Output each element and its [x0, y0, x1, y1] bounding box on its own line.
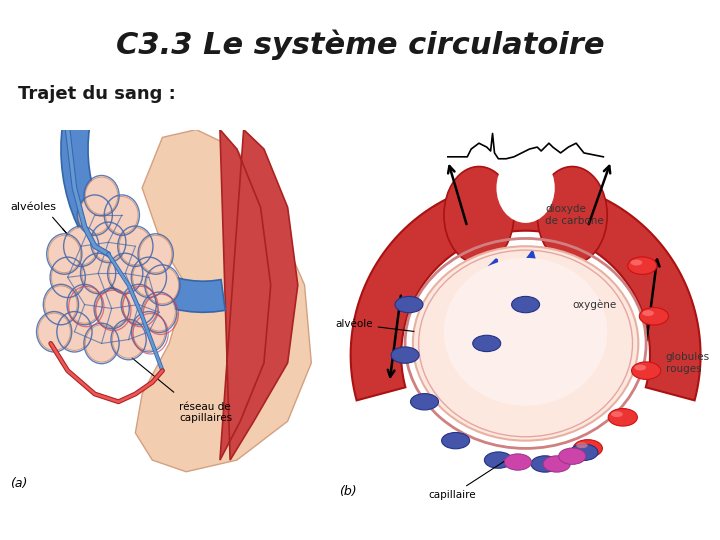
Ellipse shape [611, 411, 623, 417]
Ellipse shape [444, 258, 607, 406]
Ellipse shape [639, 307, 668, 325]
Text: C3.3 Le système circulatoire: C3.3 Le système circulatoire [116, 30, 604, 60]
Text: alvéoles: alvéoles [10, 202, 56, 212]
Circle shape [146, 266, 179, 304]
Text: dioxyde
de carbone: dioxyde de carbone [545, 204, 604, 226]
Ellipse shape [413, 246, 639, 441]
Circle shape [109, 255, 141, 292]
Ellipse shape [634, 364, 646, 370]
Ellipse shape [608, 409, 637, 426]
Ellipse shape [504, 454, 531, 470]
Ellipse shape [531, 456, 559, 472]
Circle shape [132, 313, 165, 350]
Polygon shape [61, 0, 225, 312]
Polygon shape [220, 130, 298, 460]
Text: réseau de
capillaires: réseau de capillaires [179, 402, 233, 423]
Ellipse shape [543, 456, 570, 472]
Circle shape [119, 227, 152, 265]
Ellipse shape [573, 440, 603, 457]
Text: oxygène: oxygène [572, 299, 616, 310]
Circle shape [68, 286, 101, 323]
Text: capillaire: capillaire [428, 462, 504, 500]
Circle shape [65, 227, 97, 265]
Circle shape [96, 290, 128, 327]
Circle shape [92, 224, 125, 261]
Ellipse shape [395, 296, 423, 313]
Ellipse shape [628, 257, 657, 274]
Circle shape [45, 286, 77, 323]
Circle shape [132, 259, 165, 296]
Circle shape [38, 313, 71, 350]
Circle shape [78, 197, 111, 234]
Ellipse shape [391, 347, 419, 363]
Ellipse shape [576, 442, 588, 448]
Ellipse shape [473, 335, 500, 352]
Circle shape [122, 286, 155, 323]
Ellipse shape [441, 433, 469, 449]
Text: globules
rouges: globules rouges [665, 352, 710, 374]
Text: (a): (a) [10, 477, 27, 490]
Polygon shape [135, 130, 311, 472]
Ellipse shape [512, 296, 539, 313]
Ellipse shape [631, 362, 661, 380]
Text: Trajet du sang :: Trajet du sang : [18, 85, 176, 103]
Polygon shape [351, 180, 701, 400]
Ellipse shape [570, 444, 598, 461]
Ellipse shape [631, 260, 642, 266]
Ellipse shape [537, 166, 607, 264]
Ellipse shape [642, 310, 654, 316]
Circle shape [51, 259, 84, 296]
Ellipse shape [485, 452, 513, 468]
Ellipse shape [410, 394, 438, 410]
Ellipse shape [559, 448, 586, 464]
Circle shape [106, 197, 138, 234]
Text: (b): (b) [339, 485, 356, 498]
Ellipse shape [497, 153, 554, 223]
Circle shape [48, 235, 81, 273]
Circle shape [85, 325, 118, 362]
Circle shape [85, 177, 118, 214]
Circle shape [58, 313, 91, 350]
Circle shape [143, 294, 175, 331]
Circle shape [140, 235, 172, 273]
Circle shape [82, 255, 114, 292]
Text: alvéole: alvéole [335, 319, 414, 332]
Ellipse shape [444, 166, 514, 264]
Circle shape [112, 321, 145, 358]
